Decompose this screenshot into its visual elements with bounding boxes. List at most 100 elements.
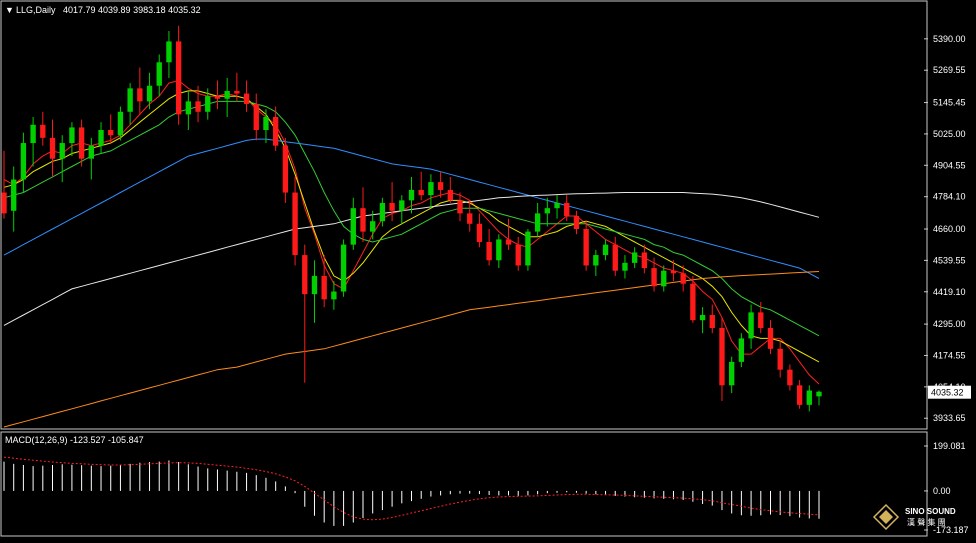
candle (796, 380, 803, 409)
candle-body (214, 96, 221, 99)
candle (399, 195, 405, 224)
candle-body (593, 255, 599, 266)
candle (379, 197, 386, 227)
candle-body (234, 90, 240, 94)
price-tick-label: 5145.45 (933, 98, 966, 108)
candle-body (486, 242, 492, 261)
candle-body (806, 390, 812, 405)
candle-body (496, 239, 502, 261)
candle-body (476, 223, 483, 243)
candle (583, 221, 589, 271)
candle-body (263, 116, 269, 131)
candle (234, 72, 240, 102)
ohlc-readout: 4017.79 4039.89 3983.18 4035.32 (63, 5, 201, 15)
candle-body (641, 252, 648, 269)
candle-body (360, 208, 366, 232)
candle-body (602, 244, 609, 256)
candle-body (49, 137, 56, 159)
candle (670, 260, 677, 282)
candle-body (146, 85, 153, 102)
candle (69, 122, 75, 157)
candle-body (719, 328, 725, 386)
candle-body (457, 200, 463, 214)
macd-axis: 199.081 0.00 -173.187 (924, 441, 969, 535)
candle (486, 229, 492, 266)
candle-body (690, 283, 696, 321)
candle-body (88, 145, 94, 159)
candle (59, 135, 65, 183)
candle-body (311, 275, 318, 295)
current-price-label: 4035.32 (931, 388, 964, 398)
candle (748, 304, 754, 349)
macd-tick-label: 199.081 (933, 441, 966, 451)
candle-body (680, 273, 686, 284)
candle (78, 119, 85, 167)
candle (447, 176, 453, 203)
candle-body (399, 200, 405, 211)
candle-body (370, 221, 376, 232)
moving-average-line-2 (3, 100, 820, 337)
sino-sound-logo: SINO SOUND 漢 聲 集 團 (872, 503, 956, 531)
candle-body (282, 145, 289, 193)
candle-body (437, 182, 444, 190)
candle (505, 218, 512, 250)
candle-body (350, 208, 356, 245)
symbol-timeframe-label: LLG,Daily (16, 5, 56, 15)
candle (467, 200, 473, 232)
price-tick-label: 5269.55 (933, 65, 966, 75)
candle (11, 166, 17, 232)
candle-body (185, 101, 192, 115)
candle-body (20, 143, 27, 180)
candle (224, 77, 230, 117)
candle-body (331, 291, 337, 300)
candle (243, 80, 250, 112)
candle-body (166, 41, 172, 63)
candle (205, 88, 211, 120)
candle-body (243, 93, 250, 104)
candle (175, 25, 182, 125)
price-tick-label: 4419.10 (933, 287, 966, 297)
candle-body (379, 202, 386, 222)
candle (729, 356, 735, 394)
candle-body (651, 268, 657, 287)
candle-body (612, 244, 618, 271)
candle (544, 197, 551, 227)
moving-average-line-3 (3, 138, 820, 279)
candle-body (40, 124, 46, 138)
candle-body (670, 270, 677, 274)
candle (612, 236, 618, 276)
candle (108, 114, 114, 144)
candlestick-layer (1, 25, 822, 412)
candle-body (292, 192, 298, 256)
macd-tick-label: 0.00 (933, 486, 951, 496)
candle-body (534, 213, 541, 232)
candle (272, 106, 279, 151)
macd-readout: MACD(12,26,9) -123.527 -105.847 (5, 435, 144, 445)
candle-body (738, 338, 745, 362)
candle (408, 176, 415, 214)
current-price-box (928, 385, 971, 399)
candle (641, 244, 648, 274)
candle-body (302, 255, 308, 295)
price-tick-label: 4295.00 (933, 319, 966, 329)
current-price-marker: 4035.32 (928, 385, 971, 399)
candle (127, 83, 133, 125)
candle-body (447, 189, 453, 201)
candle (117, 106, 124, 141)
candle (146, 72, 153, 110)
symbol-dropdown-arrow[interactable]: ▼ (5, 5, 14, 15)
logo-diamond-icon (872, 503, 900, 531)
candle-body (408, 189, 415, 201)
candle-body (661, 270, 667, 287)
candle (1, 150, 7, 219)
candle-body (796, 385, 803, 405)
price-pane-frame (0, 0, 928, 430)
candle (350, 197, 356, 250)
candle-body (156, 62, 162, 86)
candle (282, 137, 289, 203)
candle (20, 132, 27, 193)
candle-body (108, 130, 114, 136)
candle (593, 249, 599, 276)
candle-body (69, 127, 75, 144)
